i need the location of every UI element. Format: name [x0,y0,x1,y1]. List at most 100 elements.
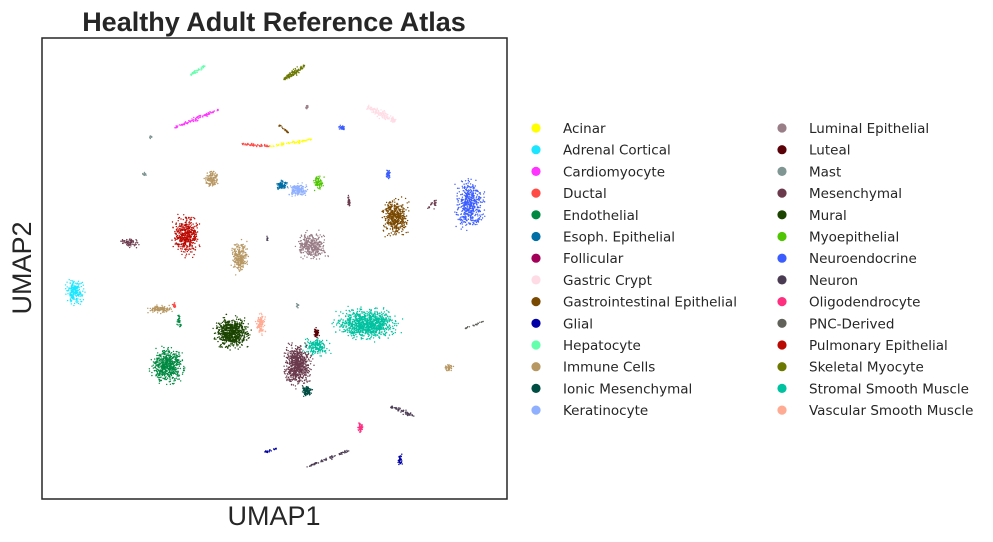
data-point [233,244,236,246]
data-point [376,318,378,320]
data-point [240,338,242,340]
data-point [307,247,309,249]
data-point [75,285,77,287]
data-point [223,317,226,319]
data-point [238,339,240,341]
data-point [171,221,174,223]
data-point [340,311,342,313]
data-point [394,215,397,217]
data-point [391,213,393,216]
data-point [363,323,365,326]
data-point [80,295,82,297]
data-point [304,248,307,250]
data-point [303,235,306,237]
data-point [194,230,196,233]
data-point [261,329,263,332]
data-point [182,232,184,235]
data-point [328,349,330,351]
data-point [175,354,177,357]
data-point [238,261,240,263]
data-point [194,232,196,234]
data-point [467,182,469,184]
data-point [318,236,320,238]
data-point [461,205,463,208]
data-point [193,229,195,231]
data-point [223,324,225,326]
data-point [228,327,230,330]
data-point [236,254,238,256]
data-point [405,209,407,211]
data-point [177,213,179,216]
data-point [337,321,339,324]
data-point [246,331,248,333]
data-point [393,327,395,330]
data-point [463,190,465,192]
data-point [394,218,396,221]
data-point [370,309,372,311]
data-point [231,344,233,346]
data-point [470,217,472,219]
data-point [190,237,192,239]
data-point [312,246,314,249]
data-point [397,223,399,225]
data-point [261,323,264,325]
data-point [258,329,261,332]
data-point [373,333,376,335]
data-point [457,199,459,202]
data-point [231,320,233,322]
data-point [244,262,247,265]
data-point [404,217,406,220]
data-point [384,223,387,225]
data-point [263,324,266,327]
data-point [362,321,364,323]
data-point [310,248,313,250]
data-point [363,335,365,337]
data-point [368,321,370,324]
data-point [461,181,464,183]
data-point [160,356,162,358]
data-point [215,338,217,340]
data-point [391,200,394,202]
data-point [258,313,261,315]
data-point [395,197,397,200]
data-point [177,229,180,231]
data-point [478,209,480,211]
data-point [163,360,165,362]
data-point [479,201,482,203]
data-point [81,281,84,284]
data-point [239,326,241,328]
data-point [79,291,82,294]
data-point [182,369,185,372]
data-point [79,298,81,301]
data-point [470,203,473,205]
data-point [407,231,409,233]
data-point [463,208,466,210]
data-point [299,246,301,248]
data-point [312,256,315,258]
data-point [74,282,77,284]
data-point [401,225,404,228]
data-point [186,244,188,247]
data-point [236,322,239,324]
data-point [168,370,171,372]
data-point [179,240,181,242]
data-point [258,326,260,329]
data-point [376,307,378,309]
data-point [162,371,165,374]
data-point [232,339,235,341]
data-point [369,316,371,318]
data-point [167,346,169,349]
data-point [77,283,79,285]
data-point [387,315,389,318]
data-point [239,336,241,338]
data-point [389,221,392,223]
data-point [475,213,477,216]
data-point [352,328,354,330]
data-point [379,315,382,317]
data-point [369,310,371,312]
data-point [350,331,352,334]
data-point [174,355,176,358]
data-point [176,375,178,377]
data-point [226,332,228,334]
data-point [385,201,388,204]
